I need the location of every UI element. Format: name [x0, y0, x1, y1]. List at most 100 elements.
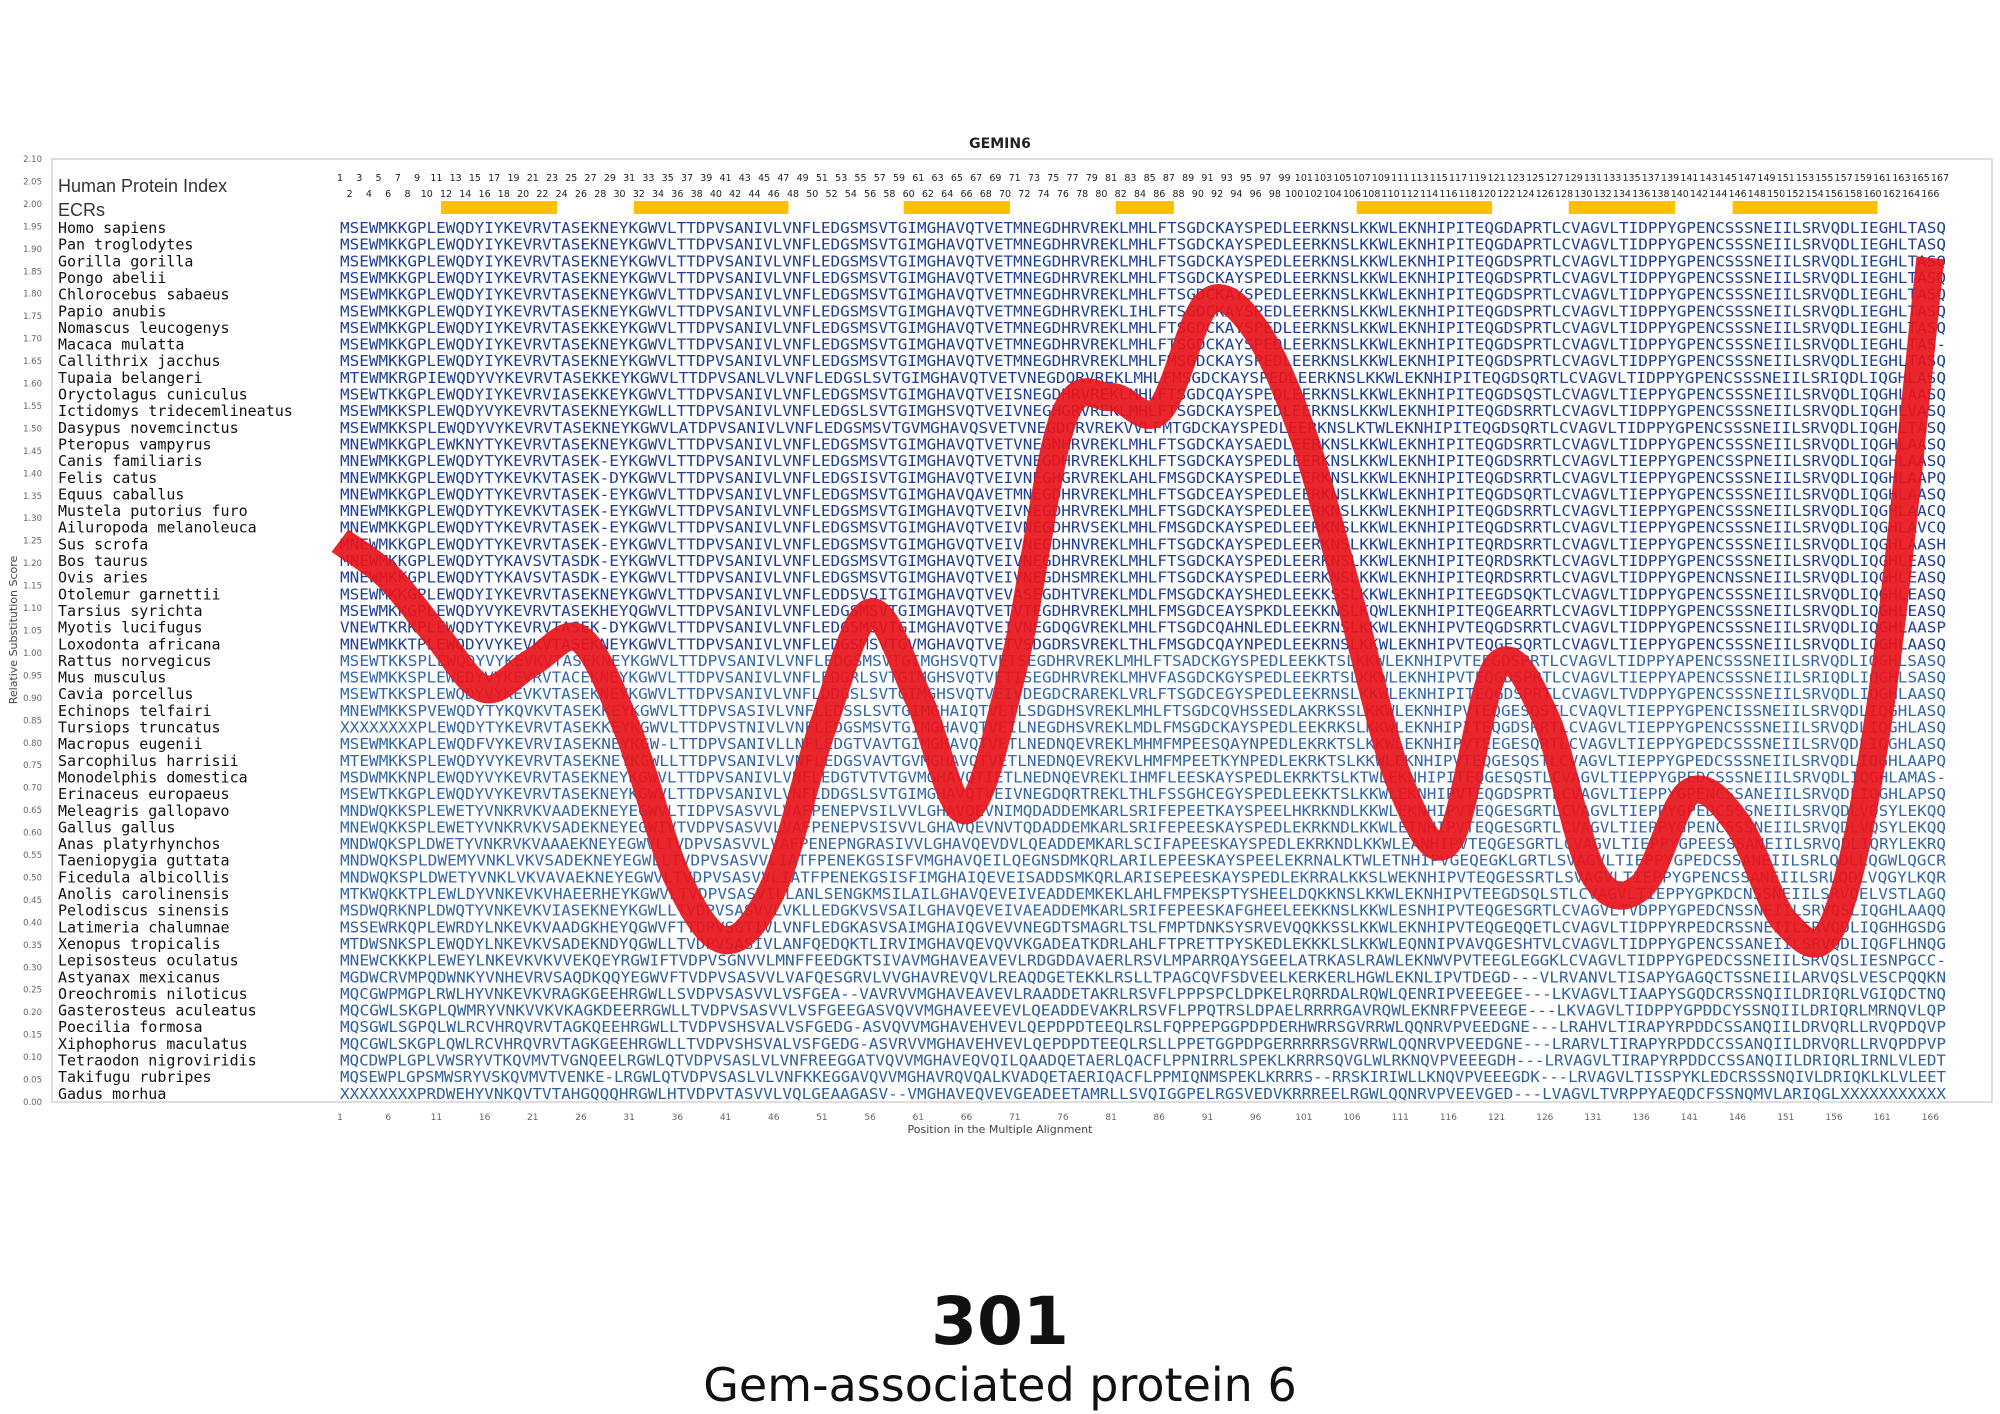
- species-name: Macropus eugenii: [58, 735, 203, 753]
- y-tick-label: 1.30: [23, 514, 42, 524]
- alignment-sequence: MGDWCRVMPQDWNKYVNHEVRVSAQDKQQYEGWVFTVDPV…: [340, 968, 1946, 986]
- species-name: Gasterosteus aculeatus: [58, 1002, 257, 1020]
- y-tick-label: 0.00: [23, 1098, 42, 1108]
- index-number: 106: [1343, 189, 1361, 200]
- index-number: 19: [507, 173, 519, 184]
- index-number: 121: [1488, 173, 1506, 184]
- human-protein-index: 1 3 5 7 9 11 13 15 17 19 21 23 25 27 29 31 33 35 37 39 41 43 4…: [337, 173, 1949, 200]
- alignment-sequence: MNEWMKKGPLEWQDYTYKEVRVTASEK-EYKGWVLTTDPV…: [340, 519, 1946, 537]
- index-number: 114: [1420, 189, 1438, 200]
- species-name: Mus musculus: [58, 669, 166, 687]
- ecr-bar: [1732, 201, 1878, 214]
- x-tick-label: 66: [961, 1113, 973, 1123]
- index-number: 68: [980, 189, 992, 200]
- x-tick-label: 46: [768, 1113, 780, 1123]
- index-number: 77: [1066, 173, 1078, 184]
- ecr-bar: [1356, 201, 1492, 214]
- index-number: 76: [1057, 189, 1069, 200]
- ecr-bar: [903, 201, 1011, 214]
- index-number: 109: [1372, 173, 1390, 184]
- alignment-sequence: MSEWMKKGPLEWQDYIYKEVRVTASEKKEYKGWVLTTDPV…: [340, 319, 1946, 337]
- y-tick-label: 1.25: [23, 537, 42, 547]
- index-number: 16: [479, 189, 491, 200]
- species-name: Tetraodon nigroviridis: [58, 1052, 257, 1070]
- alignment-sequence: MTKWQKKTPLEWLDYVNKEVKVHAEERHEYKGWVLTVDPV…: [340, 885, 1946, 903]
- x-tick-label: 136: [1633, 1113, 1650, 1123]
- species-name: Tarsius syrichta: [58, 602, 203, 620]
- species-name: Ailuropoda melanoleuca: [58, 519, 257, 537]
- y-axis-title: Relative Substitution Score: [7, 555, 20, 704]
- y-tick-label: 2.00: [23, 200, 42, 210]
- species-name: Pongo abelii: [58, 269, 166, 287]
- species-name: Papio anubis: [58, 302, 166, 320]
- y-tick-label: 1.00: [23, 649, 42, 659]
- index-number: 140: [1671, 189, 1689, 200]
- y-tick-label: 1.45: [23, 447, 42, 457]
- y-tick-label: 1.20: [23, 559, 42, 569]
- x-tick-label: 96: [1250, 1113, 1262, 1123]
- y-tick-label: 1.35: [23, 492, 42, 502]
- species-name: Gallus gallus: [58, 818, 175, 836]
- index-number: 167: [1931, 173, 1949, 184]
- ecr-bar: [633, 201, 789, 214]
- index-number: 118: [1459, 189, 1477, 200]
- index-number: 127: [1545, 173, 1563, 184]
- index-number: 141: [1680, 173, 1698, 184]
- index-number: 37: [681, 173, 693, 184]
- y-tick-label: 1.65: [23, 357, 42, 367]
- y-tick-label: 1.60: [23, 380, 42, 390]
- index-number: 6: [385, 189, 391, 200]
- index-number: 165: [1912, 173, 1930, 184]
- index-number: 12: [440, 189, 452, 200]
- species-name: Xiphophorus maculatus: [58, 1035, 248, 1053]
- index-number: 36: [671, 189, 683, 200]
- index-number: 97: [1259, 173, 1271, 184]
- index-number: 155: [1815, 173, 1833, 184]
- index-number: 59: [893, 173, 905, 184]
- y-tick-label: 0.50: [23, 873, 42, 883]
- alignment-sequence: MNEWMKKGPLEWQDYTYKEVKVTASEK-DYKGWVLTTDPV…: [340, 469, 1946, 487]
- index-number: 146: [1729, 189, 1747, 200]
- y-tick-label: 0.40: [23, 918, 42, 928]
- species-name: Mustela putorius furo: [58, 502, 248, 520]
- y-tick-label: 1.85: [23, 267, 42, 277]
- index-number: 69: [989, 173, 1001, 184]
- index-number: 151: [1777, 173, 1795, 184]
- y-tick-label: 0.60: [23, 829, 42, 839]
- species-name: Equus caballus: [58, 485, 184, 503]
- x-tick-label: 26: [575, 1113, 587, 1123]
- y-tick-label: 0.55: [23, 851, 42, 861]
- index-number: 4: [366, 189, 372, 200]
- index-number: 15: [469, 173, 481, 184]
- y-tick-label: 0.05: [23, 1076, 42, 1086]
- index-number: 113: [1410, 173, 1428, 184]
- index-number: 10: [421, 189, 433, 200]
- index-number: 26: [575, 189, 587, 200]
- index-number: 91: [1201, 173, 1213, 184]
- index-number: 28: [594, 189, 606, 200]
- index-number: 99: [1279, 173, 1291, 184]
- species-name: Ovis aries: [58, 569, 148, 587]
- index-number: 40: [710, 189, 722, 200]
- x-axis-title: Position in the Multiple Alignment: [908, 1123, 1094, 1136]
- index-number: 95: [1240, 173, 1252, 184]
- index-number: 123: [1507, 173, 1525, 184]
- index-number: 50: [806, 189, 818, 200]
- species-name: Pelodiscus sinensis: [58, 902, 230, 920]
- species-name: Pan troglodytes: [58, 236, 193, 254]
- alignment-sequence: MSEWTKKGPLEWQDYIYKEVRVIASEKKEYKGWVLTTDPV…: [340, 386, 1946, 404]
- index-number: 137: [1642, 173, 1660, 184]
- y-tick-label: 1.10: [23, 604, 42, 614]
- y-tick-label: 2.05: [23, 177, 42, 187]
- index-number: 93: [1221, 173, 1233, 184]
- y-tick-label: 0.75: [23, 761, 42, 771]
- alignment-sequence: MSEWMKKGPLEWQDYIYKEVRVTASEKNEYKGWVLTTDPV…: [340, 336, 1946, 354]
- alignment-sequence: MNEWQKKSPLEWETYVNKRVKVSADEKNEYEGWIVTVDPV…: [340, 818, 1946, 836]
- index-number: 65: [951, 173, 963, 184]
- index-number: 94: [1230, 189, 1242, 200]
- index-number: 139: [1661, 173, 1679, 184]
- index-label: Human Protein Index: [58, 176, 227, 196]
- chart-title: GEMIN6: [969, 136, 1031, 152]
- index-number: 104: [1324, 189, 1342, 200]
- alignment-sequence: MQCDWPLGPLVWSRYVTKQVMVTVGNQEELRGWLQTVDPV…: [340, 1052, 1946, 1070]
